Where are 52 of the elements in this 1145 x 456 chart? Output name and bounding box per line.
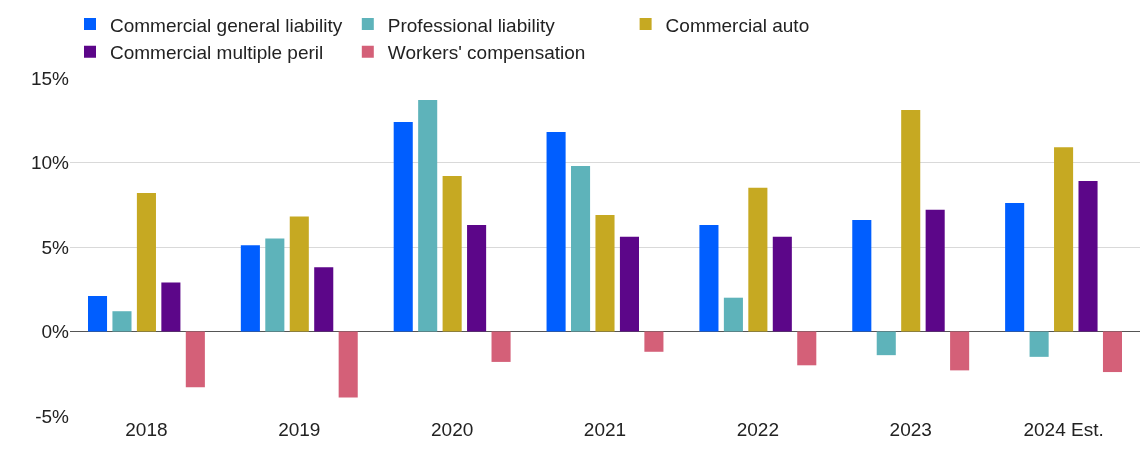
bar [418, 99, 438, 332]
bar [571, 165, 591, 332]
y-tick-label: 15% [30, 67, 70, 89]
bar [185, 331, 205, 388]
bar [925, 209, 945, 332]
x-tick-label: 2018 [125, 419, 168, 440]
bar [699, 225, 719, 332]
legend-label: Commercial multiple peril [110, 42, 324, 64]
bar [442, 176, 462, 332]
legend-label: Professional liability [387, 14, 556, 36]
y-tick-label: 5% [41, 236, 70, 258]
bar [595, 214, 615, 332]
bar [289, 216, 309, 332]
bar [491, 331, 511, 362]
y-tick-label: 0% [41, 321, 70, 343]
x-tick-label: 2019 [278, 419, 321, 440]
bar [240, 245, 260, 332]
legend-label: Commercial auto [665, 14, 810, 36]
bar [1102, 331, 1123, 373]
bar [748, 187, 768, 332]
bar [644, 331, 664, 352]
bar [901, 110, 921, 332]
bar [338, 331, 358, 398]
bar [546, 132, 566, 332]
bar [467, 225, 487, 332]
bar [87, 296, 108, 332]
bar [876, 331, 896, 356]
bar [393, 121, 413, 332]
bar [1005, 203, 1025, 332]
y-tick-label: 10% [30, 152, 70, 174]
x-tick-label: 2022 [736, 419, 779, 440]
bar [852, 219, 872, 332]
bar [619, 236, 639, 332]
bar [723, 297, 743, 332]
bar [265, 238, 285, 332]
bar [1078, 181, 1098, 332]
x-tick-label: 2020 [431, 419, 474, 440]
bar [161, 282, 181, 332]
bar [112, 311, 132, 332]
x-tick-label: 2023 [889, 419, 932, 440]
bar [314, 267, 334, 332]
x-tick-label: 2021 [583, 419, 627, 440]
bar [136, 192, 156, 332]
bar [1029, 331, 1049, 357]
bar [772, 236, 792, 332]
bar [797, 331, 817, 366]
y-tick-label: -5% [35, 405, 70, 427]
bar [950, 331, 970, 371]
legend-label: Commercial general liability [110, 14, 343, 36]
bar [1054, 147, 1074, 332]
legend-label: Workers' compensation [387, 42, 586, 64]
x-tick-label: 2024 Est. [1023, 419, 1104, 440]
